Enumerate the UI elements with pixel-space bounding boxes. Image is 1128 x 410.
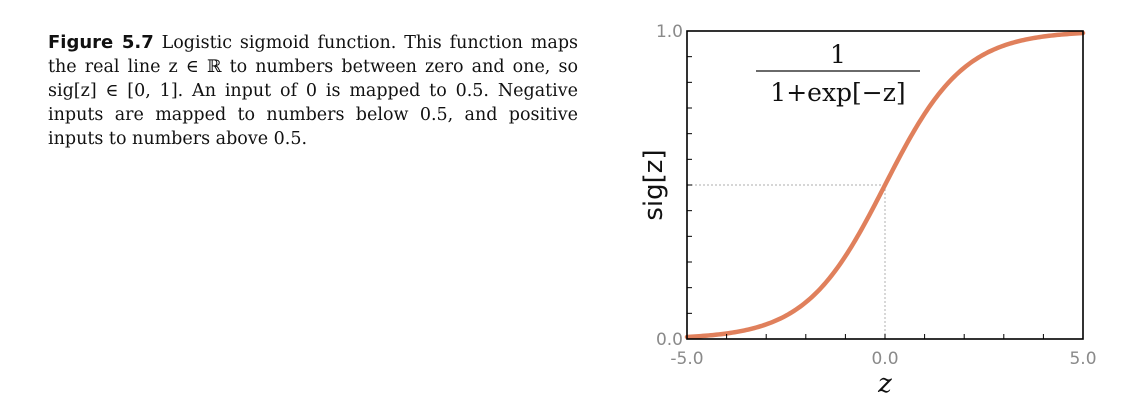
caption-text: Logistic sigmoid function. This function…	[48, 33, 579, 149]
y-axis-label: sig[z]	[639, 149, 669, 220]
x-tick-label: -5.0	[670, 349, 703, 369]
y-tick-label: 1.0	[656, 22, 683, 42]
formula-denominator: 1+exp[−z]	[770, 78, 905, 107]
sigmoid-curve	[684, 30, 1086, 340]
x-axis-label: z	[877, 369, 892, 399]
figure-caption: Figure 5.7 Logistic sigmoid function. Th…	[48, 31, 578, 151]
y-tick-label: 0.0	[656, 330, 683, 350]
x-tick-label: 0.0	[871, 349, 898, 369]
x-tick-label: 5.0	[1069, 349, 1096, 369]
figure-label: Figure 5.7	[48, 32, 154, 53]
formula-numerator: 1	[830, 40, 846, 69]
